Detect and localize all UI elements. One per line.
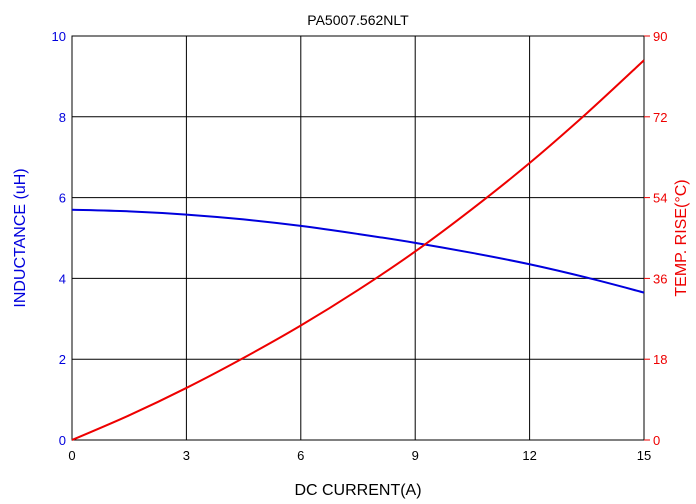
left-y-tick-label: 6	[59, 191, 66, 206]
right-y-tick-label: 18	[653, 352, 667, 367]
left-y-tick-label: 0	[59, 433, 66, 448]
right-y-axis-title: TEMP. RISE(°C)	[673, 179, 690, 296]
chart-title: PA5007.562NLT	[307, 12, 409, 28]
left-y-tick-label: 2	[59, 352, 66, 367]
x-tick-label: 3	[183, 448, 190, 463]
left-y-axis-title: INDUCTANCE (uH)	[12, 168, 29, 307]
x-tick-label: 6	[297, 448, 304, 463]
left-y-tick-label: 10	[52, 29, 66, 44]
right-y-tick-label: 36	[653, 271, 667, 286]
right-y-axis: 0 18 36 54 72 90	[644, 29, 667, 448]
temp-rise-series-line	[71, 59, 645, 441]
right-y-tick-label: 72	[653, 110, 667, 125]
left-y-tick-label: 8	[59, 110, 66, 125]
left-y-tick-label: 4	[59, 271, 66, 286]
right-y-tick-label: 90	[653, 29, 667, 44]
x-axis-title: DC CURRENT(A)	[294, 482, 421, 499]
x-axis: 0 3 6 9 12 15	[68, 448, 651, 463]
inductance-series-line	[71, 208, 645, 294]
left-y-axis: 0 2 4 6 8 10	[52, 29, 66, 448]
plot-frame	[71, 35, 645, 441]
right-y-tick-label: 0	[653, 433, 660, 448]
grid-lines	[71, 35, 645, 441]
right-y-tick-label: 54	[653, 191, 667, 206]
series-layer	[71, 59, 645, 441]
x-tick-label: 15	[637, 448, 651, 463]
x-tick-label: 9	[412, 448, 419, 463]
x-tick-label: 12	[522, 448, 536, 463]
plot-area	[71, 35, 645, 441]
x-tick-label: 0	[68, 448, 75, 463]
